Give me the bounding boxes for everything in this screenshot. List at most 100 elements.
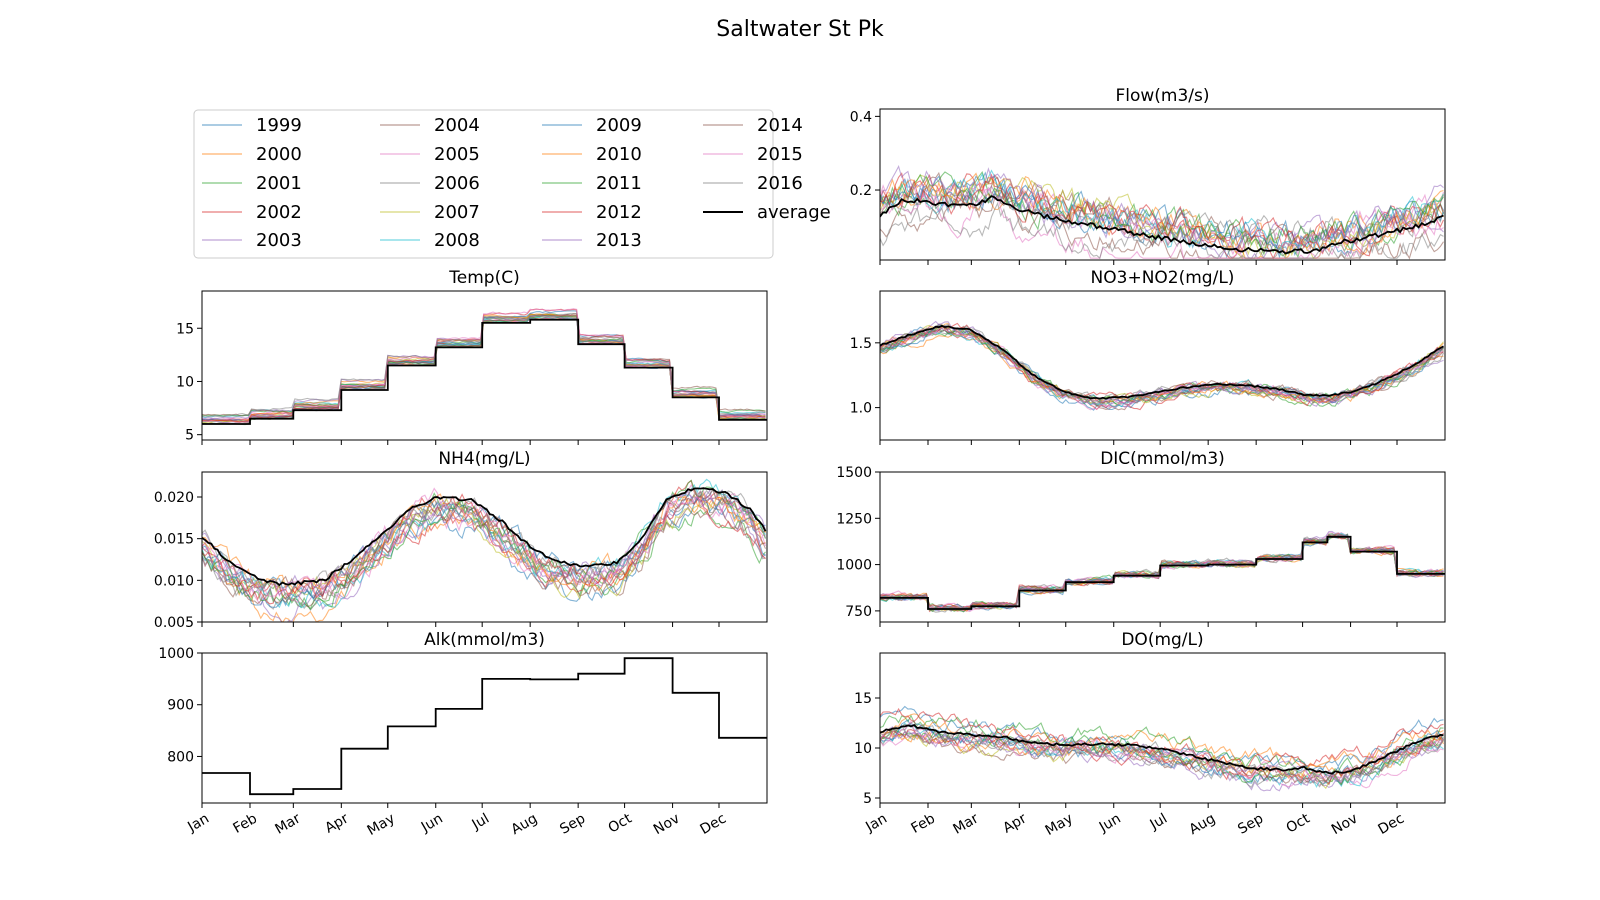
series-line-2012: [880, 534, 1444, 611]
legend-label: 2005: [434, 144, 480, 165]
series-line-2006: [202, 312, 766, 422]
legend-label: 2002: [256, 202, 302, 223]
y-tick-label: 0.4: [850, 109, 872, 125]
y-tick-label: 15: [854, 691, 872, 707]
series-line-1999: [202, 317, 766, 424]
series-line-2006: [880, 533, 1444, 613]
y-tick-label: 0.020: [154, 490, 194, 506]
legend-entry-2005: 2005: [380, 144, 480, 165]
legend-entry-2016: 2016: [703, 173, 803, 194]
series-line-2011: [202, 479, 767, 610]
x-tick-label: Jun: [418, 811, 446, 836]
x-tick-label: Jul: [1147, 811, 1171, 834]
series-line-2007: [202, 497, 766, 601]
panel-4: NO3+NO2(mg/L) 1.0 1.5: [850, 268, 1446, 445]
series-line-2002: [880, 535, 1444, 613]
series-line-2005: [880, 182, 1445, 256]
y-tick-label: 1500: [836, 465, 872, 481]
y-tick-label: 0.010: [154, 573, 194, 589]
y-tick-label: 1.5: [850, 336, 872, 352]
y-tick-label: 1250: [836, 511, 872, 527]
series-line-2010: [202, 313, 766, 423]
legend-entry-2015: 2015: [703, 144, 803, 165]
x-tick-label: Jul: [469, 811, 493, 834]
y-tick-label: 1000: [836, 558, 872, 574]
average-line: [202, 657, 767, 796]
series-line-2003: [202, 314, 766, 422]
x-tick-label: Sep: [557, 811, 588, 838]
legend-entry-2003: 2003: [202, 230, 302, 251]
y-tick-label: 0.2: [850, 183, 872, 199]
legend-label: 2012: [596, 202, 642, 223]
axes-frame: [879, 471, 1446, 623]
series-line-2000: [202, 315, 766, 422]
panel-title: NO3+NO2(mg/L): [1091, 268, 1235, 288]
series-group: [880, 165, 1445, 260]
legend-entry-average: average: [703, 202, 831, 223]
series-line-2007: [202, 313, 766, 424]
series-group: [880, 320, 1445, 411]
series-line-2016: [880, 201, 1444, 260]
average-line: [202, 318, 767, 425]
series-line-2011: [202, 314, 766, 417]
series-group: [202, 478, 767, 622]
y-tick-label: 10: [176, 374, 194, 390]
legend-entry-2010: 2010: [542, 144, 642, 165]
series-line-2015: [202, 487, 767, 604]
x-tick-label: Feb: [231, 811, 261, 837]
legend-entry-2011: 2011: [542, 173, 642, 194]
x-tick-label: May: [365, 811, 398, 839]
series-line-2003: [880, 533, 1444, 611]
series-line-2016: [202, 314, 766, 418]
panel-2: Alk(mmol/m3) 800 900 1000 Jan Feb Mar Apr May Jun…: [158, 630, 768, 839]
x-tick-label: Aug: [1186, 811, 1218, 839]
x-tick-label: Jan: [184, 811, 212, 836]
series-line-2001: [880, 533, 1444, 611]
y-tick-label: 1000: [158, 646, 194, 662]
average-line: [880, 724, 1444, 775]
panel-title: Alk(mmol/m3): [424, 630, 545, 650]
legend-entry-1999: 1999: [202, 115, 302, 136]
series-line-2000: [880, 534, 1444, 612]
series-line-2013: [880, 530, 1444, 612]
legend-entry-2006: 2006: [380, 173, 480, 194]
x-tick-label: Sep: [1235, 811, 1266, 838]
legend-label: 1999: [256, 115, 302, 136]
legend-label: 2011: [596, 173, 642, 194]
series-line-2015: [880, 533, 1444, 610]
series-line-2009: [202, 310, 766, 423]
series-line-2002: [202, 317, 766, 421]
series-line-2005: [202, 316, 766, 421]
series-line-2013: [880, 320, 1444, 405]
y-tick-label: 5: [863, 791, 872, 807]
x-tick-label: Dec: [698, 811, 729, 838]
y-tick-label: 10: [854, 741, 872, 757]
panel-3: Flow(m3/s) 0.2 0.4: [850, 86, 1446, 265]
legend-label: average: [757, 202, 831, 223]
series-group: [202, 308, 767, 426]
legend-label: 2014: [757, 115, 803, 136]
series-line-2014: [880, 533, 1444, 611]
series-line-2008: [202, 316, 766, 419]
y-tick-label: 15: [176, 321, 194, 337]
average-line: [880, 324, 1444, 400]
figure-title: Saltwater St Pk: [716, 17, 884, 42]
panel-title: DIC(mmol/m3): [1100, 449, 1225, 469]
y-tick-label: 750: [845, 604, 872, 620]
series-line-2008: [880, 532, 1444, 611]
legend-entry-2000: 2000: [202, 144, 302, 165]
x-tick-label: May: [1043, 811, 1076, 839]
y-tick-label: 5: [185, 428, 194, 444]
legend-entry-2004: 2004: [380, 115, 480, 136]
series-line-2015: [880, 720, 1444, 784]
legend: 1999 2000 2001 2002 2003 2004 2005 2006 2007 2008…: [193, 109, 831, 259]
panel-5: DIC(mmol/m3) 750 1000 1250 1500: [836, 449, 1446, 627]
legend-entry-2012: 2012: [542, 202, 642, 223]
axes-frame: [879, 290, 1446, 441]
series-line-2006: [202, 496, 766, 612]
x-tick-label: Jun: [1096, 811, 1124, 836]
legend-label: 2010: [596, 144, 642, 165]
x-tick-label: Mar: [950, 810, 981, 837]
series-line-2009: [880, 534, 1444, 610]
